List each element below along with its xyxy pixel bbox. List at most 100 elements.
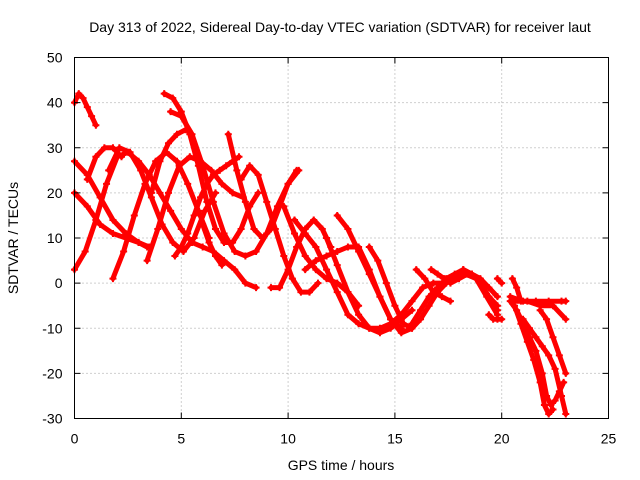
data-point bbox=[365, 270, 373, 278]
data-point bbox=[344, 311, 352, 319]
data-point bbox=[558, 392, 566, 400]
data-point bbox=[312, 243, 320, 251]
data-point bbox=[190, 211, 198, 219]
data-point bbox=[293, 166, 301, 174]
data-point bbox=[254, 189, 262, 197]
series-trace-27 bbox=[485, 311, 506, 323]
data-point bbox=[160, 90, 168, 98]
data-point bbox=[143, 257, 151, 265]
x-tick-label: 25 bbox=[601, 431, 617, 447]
x-tick-label: 5 bbox=[177, 431, 185, 447]
series-trace-7 bbox=[105, 144, 219, 256]
data-point bbox=[263, 198, 271, 206]
series-trace-30 bbox=[511, 302, 557, 418]
data-point bbox=[81, 248, 89, 256]
plot-traces bbox=[71, 90, 570, 418]
data-point bbox=[376, 293, 384, 301]
data-point bbox=[291, 216, 299, 224]
data-point bbox=[333, 211, 341, 219]
data-point bbox=[344, 243, 352, 251]
series-line bbox=[161, 91, 261, 245]
data-point bbox=[549, 405, 557, 413]
data-point bbox=[177, 112, 185, 120]
data-point bbox=[207, 166, 215, 174]
data-point bbox=[156, 157, 164, 165]
data-point bbox=[562, 315, 570, 323]
data-point bbox=[83, 175, 91, 183]
data-point bbox=[169, 239, 177, 247]
data-point bbox=[476, 279, 484, 287]
data-point bbox=[291, 229, 299, 237]
data-point bbox=[429, 288, 437, 296]
data-point bbox=[532, 347, 540, 355]
data-point bbox=[280, 202, 288, 210]
data-point bbox=[237, 175, 245, 183]
data-point bbox=[344, 225, 352, 233]
data-point bbox=[517, 297, 525, 305]
data-point bbox=[92, 121, 100, 129]
data-point bbox=[186, 153, 194, 161]
data-point bbox=[231, 266, 239, 274]
data-point bbox=[201, 207, 209, 215]
y-tick-label: 0 bbox=[55, 275, 63, 291]
data-point bbox=[408, 306, 416, 314]
y-tick-label: -10 bbox=[42, 320, 62, 336]
data-point bbox=[562, 297, 570, 305]
data-point bbox=[305, 288, 313, 296]
axes: 0 5 10 15 20 25 -30 -20 -10 0 10 20 30 40 50 bbox=[42, 50, 616, 447]
data-point bbox=[333, 288, 341, 296]
data-point bbox=[237, 225, 245, 233]
data-point bbox=[241, 252, 249, 260]
data-point bbox=[241, 279, 249, 287]
data-point bbox=[387, 315, 395, 323]
series-trace-35 bbox=[508, 275, 525, 305]
data-point bbox=[92, 153, 100, 161]
data-point bbox=[258, 234, 266, 242]
y-tick-label: -30 bbox=[42, 411, 62, 427]
data-point bbox=[344, 288, 352, 296]
data-point bbox=[276, 284, 284, 292]
data-point bbox=[562, 410, 570, 418]
data-point bbox=[100, 144, 108, 152]
data-point bbox=[105, 166, 113, 174]
data-point bbox=[310, 216, 318, 224]
y-tick-label: 30 bbox=[47, 140, 63, 156]
data-point bbox=[220, 229, 228, 237]
data-point bbox=[284, 266, 292, 274]
data-point bbox=[205, 239, 213, 247]
data-point bbox=[485, 284, 493, 292]
data-point bbox=[216, 166, 224, 174]
data-point bbox=[551, 365, 559, 373]
data-point bbox=[323, 252, 331, 260]
data-point bbox=[164, 139, 172, 147]
data-point bbox=[412, 266, 420, 274]
data-point bbox=[333, 261, 341, 269]
data-point bbox=[382, 279, 390, 287]
data-point bbox=[446, 279, 454, 287]
data-point bbox=[147, 189, 155, 197]
data-point bbox=[429, 279, 437, 287]
grid bbox=[74, 57, 609, 419]
data-point bbox=[549, 302, 557, 310]
data-point bbox=[211, 225, 219, 233]
data-point bbox=[391, 302, 399, 310]
series-trace-28 bbox=[493, 275, 506, 287]
data-point bbox=[167, 207, 175, 215]
data-point bbox=[103, 180, 111, 188]
data-point bbox=[297, 288, 305, 296]
data-point bbox=[513, 284, 521, 292]
data-point bbox=[397, 329, 405, 337]
data-point bbox=[126, 148, 134, 156]
data-point bbox=[545, 410, 553, 418]
data-point bbox=[173, 130, 181, 138]
data-point bbox=[231, 248, 239, 256]
data-point bbox=[421, 275, 429, 283]
data-point bbox=[177, 243, 185, 251]
data-point bbox=[312, 266, 320, 274]
data-point bbox=[284, 180, 292, 188]
data-point bbox=[438, 293, 446, 301]
data-point bbox=[197, 193, 205, 201]
data-point bbox=[498, 315, 506, 323]
